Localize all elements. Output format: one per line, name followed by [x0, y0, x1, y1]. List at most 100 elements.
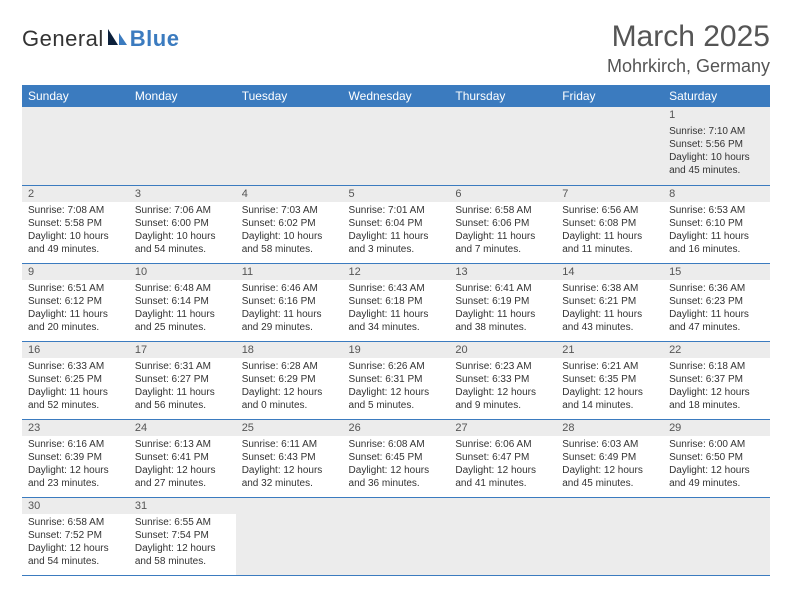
day-detail-line: Sunrise: 6:58 AM — [28, 516, 123, 529]
calendar-cell — [22, 107, 129, 185]
calendar-cell: 14Sunrise: 6:38 AMSunset: 6:21 PMDayligh… — [556, 263, 663, 341]
day-detail-line: Sunset: 6:14 PM — [135, 295, 230, 308]
day-number: 27 — [449, 420, 556, 436]
day-detail-line: Daylight: 10 hours and 49 minutes. — [28, 230, 123, 256]
day-detail-line: Sunset: 6:00 PM — [135, 217, 230, 230]
day-detail-line: Sunrise: 6:53 AM — [669, 204, 764, 217]
day-detail-line: Sunset: 6:43 PM — [242, 451, 337, 464]
calendar-cell: 11Sunrise: 6:46 AMSunset: 6:16 PMDayligh… — [236, 263, 343, 341]
calendar-cell: 27Sunrise: 6:06 AMSunset: 6:47 PMDayligh… — [449, 419, 556, 497]
day-detail-line: Sunset: 6:10 PM — [669, 217, 764, 230]
day-details: Sunrise: 6:43 AMSunset: 6:18 PMDaylight:… — [343, 280, 450, 338]
weekday-header: Sunday — [22, 85, 129, 107]
calendar-cell: 31Sunrise: 6:55 AMSunset: 7:54 PMDayligh… — [129, 497, 236, 575]
day-details: Sunrise: 7:06 AMSunset: 6:00 PMDaylight:… — [129, 202, 236, 260]
day-detail-line: Sunrise: 6:18 AM — [669, 360, 764, 373]
day-detail-line: Sunrise: 7:06 AM — [135, 204, 230, 217]
day-details: Sunrise: 7:01 AMSunset: 6:04 PMDaylight:… — [343, 202, 450, 260]
calendar-cell: 25Sunrise: 6:11 AMSunset: 6:43 PMDayligh… — [236, 419, 343, 497]
calendar-cell — [129, 107, 236, 185]
day-detail-line: Sunset: 7:52 PM — [28, 529, 123, 542]
day-details: Sunrise: 6:00 AMSunset: 6:50 PMDaylight:… — [663, 436, 770, 494]
weekday-header: Wednesday — [343, 85, 450, 107]
calendar-cell: 3Sunrise: 7:06 AMSunset: 6:00 PMDaylight… — [129, 185, 236, 263]
day-detail-line: Daylight: 12 hours and 5 minutes. — [349, 386, 444, 412]
calendar-cell — [556, 107, 663, 185]
day-detail-line: Sunrise: 6:46 AM — [242, 282, 337, 295]
day-detail-line: Sunrise: 6:13 AM — [135, 438, 230, 451]
title-block: March 2025 Mohrkirch, Germany — [607, 20, 770, 77]
day-details: Sunrise: 7:03 AMSunset: 6:02 PMDaylight:… — [236, 202, 343, 260]
day-number: 5 — [343, 186, 450, 202]
day-detail-line: Sunset: 6:29 PM — [242, 373, 337, 386]
day-detail-line: Daylight: 11 hours and 29 minutes. — [242, 308, 337, 334]
day-number: 23 — [22, 420, 129, 436]
calendar-cell: 15Sunrise: 6:36 AMSunset: 6:23 PMDayligh… — [663, 263, 770, 341]
day-detail-line: Sunrise: 6:00 AM — [669, 438, 764, 451]
day-number: 18 — [236, 342, 343, 358]
day-details: Sunrise: 6:23 AMSunset: 6:33 PMDaylight:… — [449, 358, 556, 416]
day-number: 20 — [449, 342, 556, 358]
day-detail-line: Sunset: 6:21 PM — [562, 295, 657, 308]
calendar-cell: 5Sunrise: 7:01 AMSunset: 6:04 PMDaylight… — [343, 185, 450, 263]
day-detail-line: Daylight: 11 hours and 16 minutes. — [669, 230, 764, 256]
day-detail-line: Sunrise: 6:06 AM — [455, 438, 550, 451]
calendar-cell: 23Sunrise: 6:16 AMSunset: 6:39 PMDayligh… — [22, 419, 129, 497]
calendar-cell: 2Sunrise: 7:08 AMSunset: 5:58 PMDaylight… — [22, 185, 129, 263]
day-detail-line: Sunset: 6:27 PM — [135, 373, 230, 386]
day-number: 24 — [129, 420, 236, 436]
calendar-cell: 12Sunrise: 6:43 AMSunset: 6:18 PMDayligh… — [343, 263, 450, 341]
day-details: Sunrise: 6:11 AMSunset: 6:43 PMDaylight:… — [236, 436, 343, 494]
day-detail-line: Sunset: 6:18 PM — [349, 295, 444, 308]
day-number: 25 — [236, 420, 343, 436]
calendar-row: 16Sunrise: 6:33 AMSunset: 6:25 PMDayligh… — [22, 341, 770, 419]
day-detail-line: Sunrise: 6:03 AM — [562, 438, 657, 451]
day-detail-line: Sunset: 6:06 PM — [455, 217, 550, 230]
day-details: Sunrise: 6:41 AMSunset: 6:19 PMDaylight:… — [449, 280, 556, 338]
calendar-cell: 8Sunrise: 6:53 AMSunset: 6:10 PMDaylight… — [663, 185, 770, 263]
calendar-cell: 28Sunrise: 6:03 AMSunset: 6:49 PMDayligh… — [556, 419, 663, 497]
calendar-cell: 7Sunrise: 6:56 AMSunset: 6:08 PMDaylight… — [556, 185, 663, 263]
day-detail-line: Daylight: 12 hours and 41 minutes. — [455, 464, 550, 490]
calendar-cell: 4Sunrise: 7:03 AMSunset: 6:02 PMDaylight… — [236, 185, 343, 263]
weekday-header: Tuesday — [236, 85, 343, 107]
day-number: 11 — [236, 264, 343, 280]
day-number: 9 — [22, 264, 129, 280]
calendar-cell — [449, 107, 556, 185]
day-detail-line: Daylight: 10 hours and 45 minutes. — [669, 151, 764, 177]
calendar-cell: 22Sunrise: 6:18 AMSunset: 6:37 PMDayligh… — [663, 341, 770, 419]
day-details: Sunrise: 6:46 AMSunset: 6:16 PMDaylight:… — [236, 280, 343, 338]
day-detail-line: Sunrise: 6:31 AM — [135, 360, 230, 373]
calendar-cell — [343, 497, 450, 575]
day-number: 3 — [129, 186, 236, 202]
day-number: 12 — [343, 264, 450, 280]
calendar-cell: 16Sunrise: 6:33 AMSunset: 6:25 PMDayligh… — [22, 341, 129, 419]
day-detail-line: Sunrise: 6:26 AM — [349, 360, 444, 373]
calendar-cell — [663, 497, 770, 575]
day-details: Sunrise: 6:48 AMSunset: 6:14 PMDaylight:… — [129, 280, 236, 338]
calendar-head: Sunday Monday Tuesday Wednesday Thursday… — [22, 85, 770, 107]
calendar-cell: 24Sunrise: 6:13 AMSunset: 6:41 PMDayligh… — [129, 419, 236, 497]
calendar-cell: 9Sunrise: 6:51 AMSunset: 6:12 PMDaylight… — [22, 263, 129, 341]
day-number: 4 — [236, 186, 343, 202]
calendar-row: 23Sunrise: 6:16 AMSunset: 6:39 PMDayligh… — [22, 419, 770, 497]
day-detail-line: Sunset: 6:45 PM — [349, 451, 444, 464]
calendar-row: 9Sunrise: 6:51 AMSunset: 6:12 PMDaylight… — [22, 263, 770, 341]
day-details: Sunrise: 6:26 AMSunset: 6:31 PMDaylight:… — [343, 358, 450, 416]
day-detail-line: Daylight: 12 hours and 27 minutes. — [135, 464, 230, 490]
calendar-cell: 17Sunrise: 6:31 AMSunset: 6:27 PMDayligh… — [129, 341, 236, 419]
day-detail-line: Sunrise: 6:51 AM — [28, 282, 123, 295]
logo-text-general: General — [22, 26, 104, 52]
day-detail-line: Sunrise: 6:21 AM — [562, 360, 657, 373]
month-title: March 2025 — [607, 20, 770, 54]
day-detail-line: Sunrise: 6:11 AM — [242, 438, 337, 451]
day-number: 16 — [22, 342, 129, 358]
day-number: 21 — [556, 342, 663, 358]
day-number: 6 — [449, 186, 556, 202]
day-number: 17 — [129, 342, 236, 358]
day-detail-line: Sunset: 6:08 PM — [562, 217, 657, 230]
day-detail-line: Daylight: 12 hours and 54 minutes. — [28, 542, 123, 568]
day-details: Sunrise: 6:36 AMSunset: 6:23 PMDaylight:… — [663, 280, 770, 338]
calendar-cell: 13Sunrise: 6:41 AMSunset: 6:19 PMDayligh… — [449, 263, 556, 341]
day-detail-line: Sunset: 6:23 PM — [669, 295, 764, 308]
